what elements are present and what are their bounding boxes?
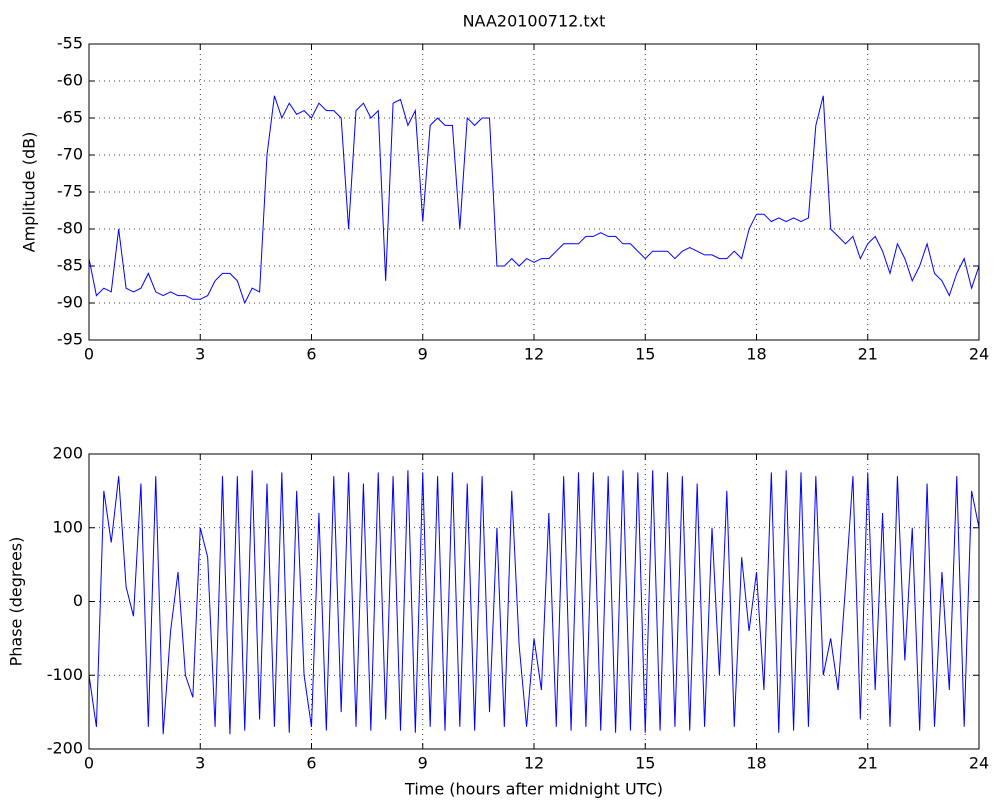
x-tick-label: 24 — [969, 345, 989, 364]
y-tick-label: -80 — [57, 219, 83, 238]
y-tick-label: 0 — [73, 591, 83, 610]
y-axis-label: Amplitude (dB) — [20, 132, 39, 253]
chart-title: NAA20100712.txt — [463, 12, 606, 31]
y-tick-label: -85 — [57, 256, 83, 275]
x-tick-label: 12 — [524, 754, 544, 773]
x-tick-label: 0 — [84, 754, 94, 773]
x-tick-label: 6 — [306, 754, 316, 773]
y-tick-label: -70 — [57, 145, 83, 164]
axes-frame — [88, 43, 980, 341]
x-tick-label: 12 — [524, 345, 544, 364]
x-tick-label: 3 — [195, 345, 205, 364]
data-line — [88, 470, 980, 735]
y-axis-label: Phase (degrees) — [7, 537, 26, 667]
x-tick-label: 15 — [635, 345, 655, 364]
x-tick-label: 24 — [969, 754, 989, 773]
x-tick-label: 6 — [306, 345, 316, 364]
x-tick-label: 21 — [858, 754, 878, 773]
y-tick-label: -95 — [57, 330, 83, 349]
y-tick-label: 200 — [52, 444, 83, 463]
x-axis-label: Time (hours after midnight UTC) — [404, 780, 663, 799]
x-tick-label: 21 — [858, 345, 878, 364]
x-tick-label: 18 — [746, 754, 766, 773]
x-tick-label: 18 — [746, 345, 766, 364]
x-tick-label: 0 — [84, 345, 94, 364]
y-tick-label: -55 — [57, 34, 83, 53]
y-tick-label: -75 — [57, 182, 83, 201]
x-tick-label: 15 — [635, 754, 655, 773]
y-tick-label: -60 — [57, 71, 83, 90]
x-tick-label: 9 — [418, 754, 428, 773]
x-tick-label: 3 — [195, 754, 205, 773]
axes-frame — [88, 453, 980, 750]
y-tick-label: -65 — [57, 108, 83, 127]
x-tick-label: 9 — [418, 345, 428, 364]
y-tick-label: -100 — [47, 665, 83, 684]
y-tick-label: -90 — [57, 293, 83, 312]
data-line — [88, 95, 980, 305]
y-tick-label: 100 — [52, 517, 83, 536]
y-tick-label: -200 — [47, 739, 83, 758]
